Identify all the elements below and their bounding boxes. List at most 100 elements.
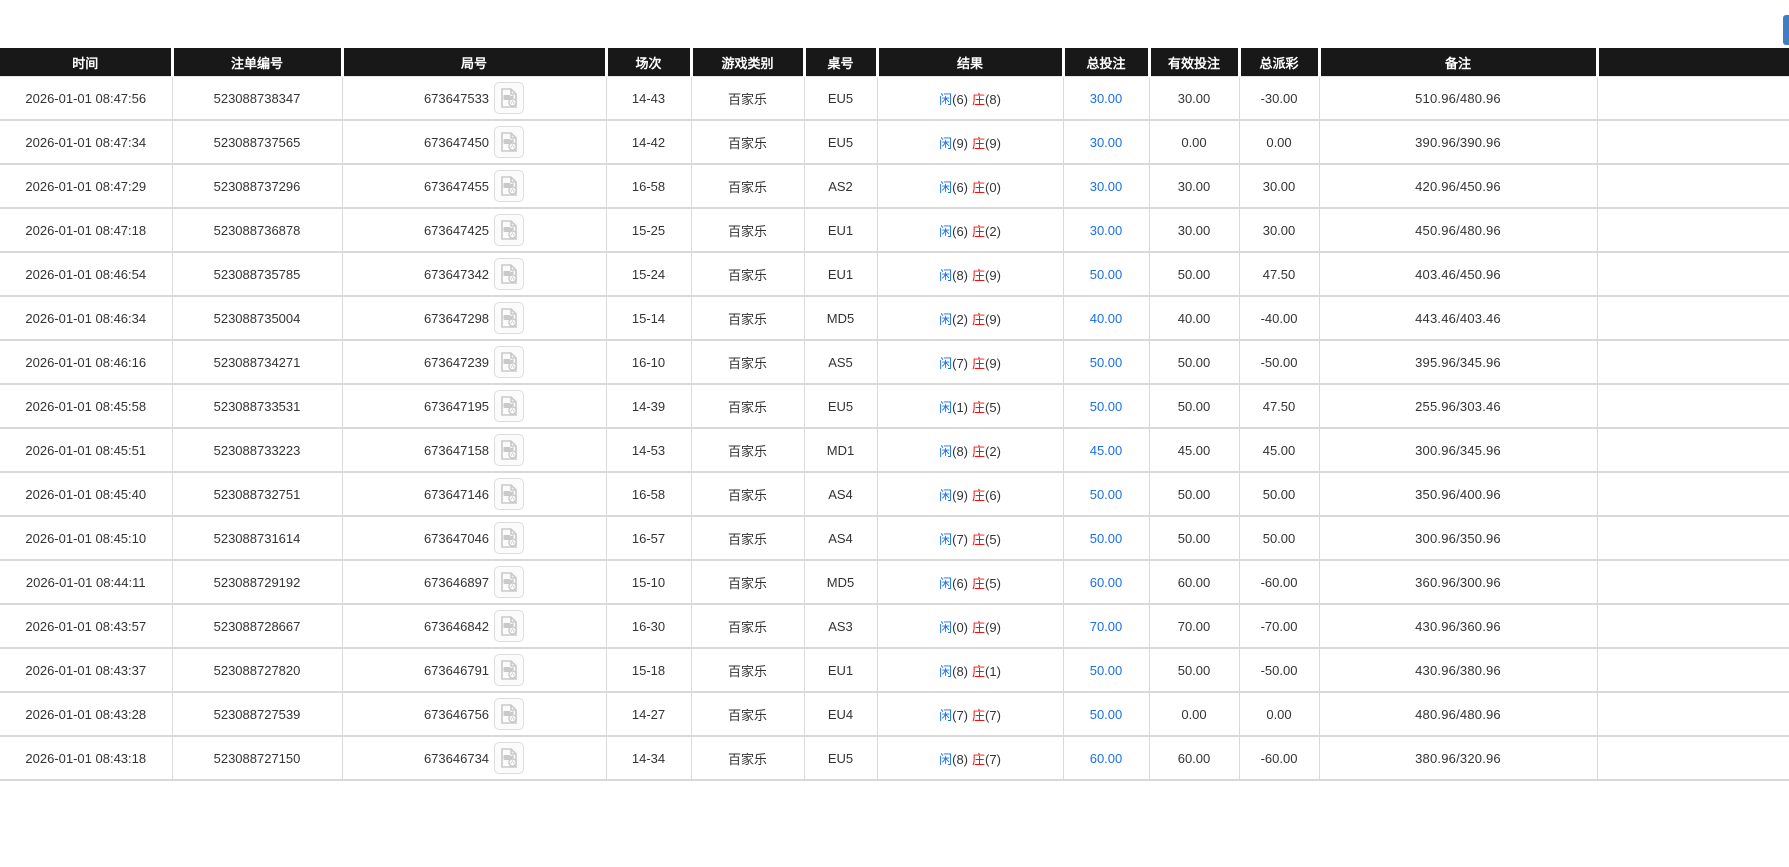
result-banker-label: 庄: [972, 355, 986, 371]
bet-id-cell: 523088732751: [172, 472, 343, 517]
video-icon: [501, 748, 517, 768]
filler-cell: [1597, 340, 1789, 385]
video-icon: [501, 132, 517, 152]
valid-bet-cell: 0.00: [1149, 692, 1240, 737]
total-bet-link[interactable]: 30.00: [1089, 222, 1123, 238]
table-no-cell: EU5: [804, 76, 878, 121]
round-id-cell: 673646734: [342, 736, 607, 781]
video-replay-button[interactable]: [494, 346, 525, 378]
video-icon: [501, 264, 517, 284]
video-replay-button[interactable]: [494, 170, 525, 202]
total-bet-link[interactable]: 50.00: [1089, 706, 1123, 722]
result-banker-score: (7): [985, 707, 1001, 723]
result-cell: 闲(7) 庄(7): [877, 692, 1064, 737]
time-cell: 2026-01-01 08:45:40: [0, 472, 173, 517]
video-replay-button[interactable]: [494, 698, 525, 730]
session-cell: 15-18: [606, 648, 692, 693]
video-replay-button[interactable]: [494, 258, 525, 290]
total-bet-link[interactable]: 50.00: [1089, 662, 1123, 678]
remark-cell: 430.96/380.96: [1319, 648, 1598, 693]
video-replay-button[interactable]: [494, 478, 525, 510]
session-cell: 14-39: [606, 384, 692, 429]
valid-bet-cell: 50.00: [1149, 648, 1240, 693]
filler-cell: [1597, 296, 1789, 341]
column-header-round-id: 局号: [342, 48, 608, 77]
session-cell: 16-10: [606, 340, 692, 385]
video-replay-button[interactable]: [494, 610, 525, 642]
video-replay-button[interactable]: [494, 654, 525, 686]
time-cell: 2026-01-01 08:46:16: [0, 340, 173, 385]
result-banker-label: 庄: [972, 575, 986, 591]
total-bet-link[interactable]: 50.00: [1089, 354, 1123, 370]
result-cell: 闲(9) 庄(9): [877, 120, 1064, 165]
result-banker-score: (9): [985, 267, 1001, 283]
video-icon: [501, 484, 517, 504]
result-player-score: (7): [952, 707, 968, 723]
total-bet-link[interactable]: 70.00: [1089, 618, 1123, 634]
total-bet-link[interactable]: 40.00: [1089, 310, 1123, 326]
video-replay-button[interactable]: [494, 522, 525, 554]
total-bet-link[interactable]: 50.00: [1089, 530, 1123, 546]
total-bet-link[interactable]: 50.00: [1089, 398, 1123, 414]
column-header-valid-bet: 有效投注: [1149, 48, 1241, 77]
result-player-label: 闲: [939, 399, 953, 415]
remark-cell: 450.96/480.96: [1319, 208, 1598, 253]
payout-cell: 47.50: [1239, 384, 1320, 429]
valid-bet-cell: 70.00: [1149, 604, 1240, 649]
video-icon: [501, 528, 517, 548]
video-replay-button[interactable]: [494, 434, 525, 466]
valid-bet-cell: 30.00: [1149, 164, 1240, 209]
game-type-cell: 百家乐: [691, 604, 805, 649]
video-icon: [501, 660, 517, 680]
video-icon: [501, 220, 517, 240]
session-cell: 16-57: [606, 516, 692, 561]
video-replay-button[interactable]: [494, 566, 525, 598]
total-bet-link[interactable]: 30.00: [1089, 90, 1123, 106]
total-bet-cell: 60.00: [1063, 560, 1150, 605]
time-cell: 2026-01-01 08:46:54: [0, 252, 173, 297]
result-player-score: (9): [952, 487, 968, 503]
round-id-value: 673646897: [423, 574, 490, 590]
session-cell: 15-10: [606, 560, 692, 605]
round-id-cell: 673647195: [342, 384, 607, 429]
result-player-label: 闲: [939, 91, 953, 107]
filler-cell: [1597, 648, 1789, 693]
remark-cell: 255.96/303.46: [1319, 384, 1598, 429]
result-player-score: (8): [952, 663, 968, 679]
header-row: 时间 注单编号 局号 场次 游戏类别 桌号 结果 总投注 有效投注 总派彩 备注: [0, 48, 1789, 77]
total-bet-link[interactable]: 50.00: [1089, 266, 1123, 282]
round-id-cell: 673647298: [342, 296, 607, 341]
result-banker-score: (9): [985, 135, 1001, 151]
partially-visible-button[interactable]: [1783, 15, 1789, 45]
round-id-cell: 673647425: [342, 208, 607, 253]
session-cell: 15-25: [606, 208, 692, 253]
video-replay-button[interactable]: [494, 82, 525, 114]
filler-cell: [1597, 164, 1789, 209]
total-bet-cell: 40.00: [1063, 296, 1150, 341]
result-player-label: 闲: [939, 179, 953, 195]
result-player-label: 闲: [939, 223, 953, 239]
video-replay-button[interactable]: [494, 742, 525, 774]
video-replay-button[interactable]: [494, 390, 525, 422]
total-bet-link[interactable]: 45.00: [1089, 442, 1123, 458]
result-cell: 闲(8) 庄(2): [877, 428, 1064, 473]
total-bet-link[interactable]: 60.00: [1089, 574, 1123, 590]
total-bet-link[interactable]: 60.00: [1089, 750, 1123, 766]
video-replay-button[interactable]: [494, 214, 525, 246]
session-cell: 16-30: [606, 604, 692, 649]
round-id-cell: 673646791: [342, 648, 607, 693]
video-replay-button[interactable]: [494, 302, 525, 334]
game-type-cell: 百家乐: [691, 736, 805, 781]
round-id-cell: 673646756: [342, 692, 607, 737]
video-icon: [501, 616, 517, 636]
total-bet-link[interactable]: 30.00: [1089, 178, 1123, 194]
remark-cell: 420.96/450.96: [1319, 164, 1598, 209]
total-bet-link[interactable]: 30.00: [1089, 134, 1123, 150]
result-player-label: 闲: [939, 135, 953, 151]
video-replay-button[interactable]: [494, 126, 525, 158]
column-header-game-type: 游戏类别: [691, 48, 806, 77]
round-id-value: 673647158: [423, 442, 490, 458]
filler-cell: [1597, 516, 1789, 561]
bet-id-cell: 523088738347: [172, 76, 343, 121]
total-bet-link[interactable]: 50.00: [1089, 486, 1123, 502]
